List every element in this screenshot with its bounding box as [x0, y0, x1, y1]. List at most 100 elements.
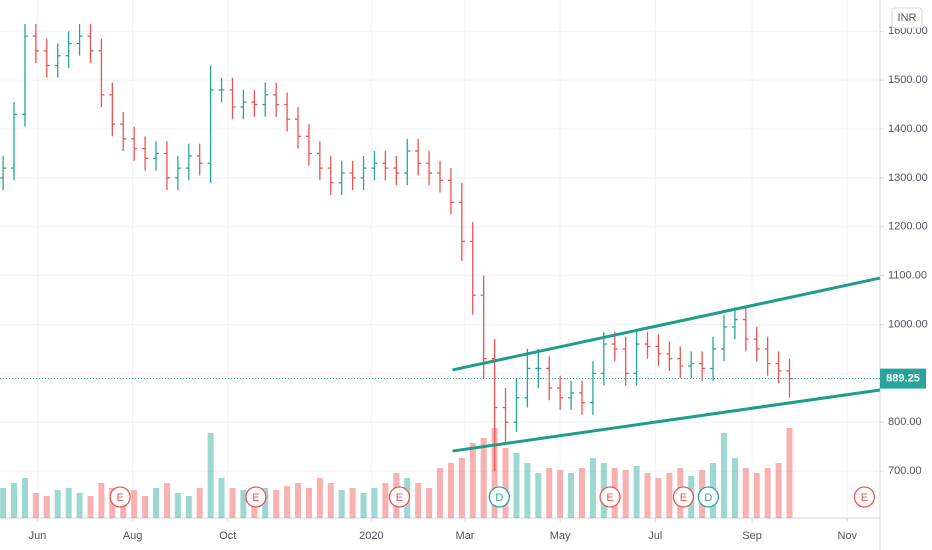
x-tick-label: Mar	[455, 530, 474, 542]
volume-bar	[447, 463, 454, 518]
volume-bar	[284, 486, 291, 518]
trend-line	[452, 388, 881, 453]
event-marker	[388, 486, 411, 508]
event-marker	[672, 486, 695, 508]
volume-bar	[480, 438, 487, 518]
event-label: E	[861, 492, 868, 504]
volume-bar	[295, 483, 302, 518]
x-tick-label: Jun	[29, 530, 47, 542]
volume-bar	[622, 470, 629, 518]
y-tick-label: 1000.00	[888, 318, 928, 330]
volume-bar	[742, 468, 749, 518]
volume-bar	[633, 466, 640, 518]
volume-bar	[502, 448, 509, 518]
volume-bar	[469, 443, 476, 518]
volume-bar	[786, 428, 793, 518]
volume-bar	[458, 458, 465, 518]
y-tick-label: 700.00	[888, 465, 922, 477]
volume-bar	[316, 478, 323, 518]
currency-label: INR	[898, 12, 917, 24]
y-tick-label: 1100.00	[888, 270, 927, 282]
volume-bar	[218, 478, 225, 518]
x-tick-label: 2020	[359, 530, 383, 542]
y-tick-label: 1500.00	[888, 74, 928, 86]
volume-bar	[207, 433, 214, 518]
event-label: D	[495, 492, 503, 504]
volume-bar	[546, 468, 553, 518]
x-tick-label: Jul	[648, 530, 662, 542]
event-label: D	[704, 492, 712, 504]
volume-bar	[731, 458, 738, 518]
event-label: E	[606, 492, 613, 504]
volume-bar	[349, 488, 356, 518]
volume-bar	[360, 493, 367, 518]
y-tick-label: 800.00	[888, 416, 922, 428]
event-label: E	[252, 492, 259, 504]
volume-bar	[535, 473, 542, 518]
x-tick-label: Sep	[742, 530, 762, 542]
last-price-box	[880, 368, 926, 389]
volume-bar	[273, 490, 280, 518]
volume-bar	[131, 490, 138, 518]
volume-bar	[163, 483, 170, 518]
volume-bar	[76, 493, 83, 518]
trend-line	[452, 276, 881, 372]
volume-bar	[491, 428, 498, 518]
volume-bar	[524, 463, 531, 518]
volume-bar	[196, 488, 203, 518]
x-tick-label: Oct	[219, 530, 236, 542]
volume-bar	[568, 473, 575, 518]
volume-bar	[174, 493, 181, 518]
volume-bar	[87, 496, 94, 518]
event-marker	[697, 486, 720, 508]
volume-bar	[262, 488, 269, 518]
y-tick-label: 1400.00	[888, 123, 928, 135]
y-tick-label: 1200.00	[888, 221, 928, 233]
volume-bar	[240, 490, 247, 518]
volume-bar	[54, 490, 61, 518]
event-marker	[599, 486, 621, 508]
event-marker	[245, 486, 267, 508]
volume-bar	[644, 473, 651, 518]
volume-bar	[371, 488, 378, 518]
volume-bar	[32, 493, 39, 518]
event-marker	[488, 486, 510, 508]
x-tick-label: Nov	[837, 530, 857, 542]
event-marker	[109, 486, 131, 508]
volume-bar	[382, 483, 389, 518]
volume-bar	[153, 488, 160, 518]
event-label: E	[680, 492, 687, 504]
x-tick-label: May	[550, 530, 571, 542]
volume-bar	[327, 483, 334, 518]
volume-bar	[578, 468, 585, 518]
volume-bar	[65, 488, 72, 518]
x-tick-label: Aug	[123, 530, 143, 542]
volume-bar	[426, 488, 433, 518]
grid	[0, 0, 880, 518]
currency-box	[891, 7, 923, 29]
volume-bar	[98, 483, 105, 518]
y-tick-label: 1300.00	[888, 172, 928, 184]
volume-bar	[764, 468, 771, 518]
volume-bar	[338, 490, 345, 518]
volume-bar	[655, 478, 662, 518]
volume-bar	[229, 488, 236, 518]
volume-bar	[720, 433, 727, 518]
volume-bar	[0, 488, 7, 518]
event-label: E	[116, 492, 123, 504]
last-price-label: 889.25	[886, 373, 920, 385]
volume-bar	[11, 483, 18, 518]
volume-bar	[305, 488, 312, 518]
volume-bar	[753, 473, 760, 518]
volume-bar	[557, 470, 564, 518]
volume-bar	[142, 496, 149, 518]
volume-bar	[43, 496, 50, 518]
volume-bar	[21, 478, 28, 518]
volume-bar	[666, 473, 673, 518]
volume-bar	[513, 453, 520, 518]
volume-bar	[589, 458, 596, 518]
volume-bar	[775, 463, 782, 518]
volume-bar	[415, 483, 422, 518]
